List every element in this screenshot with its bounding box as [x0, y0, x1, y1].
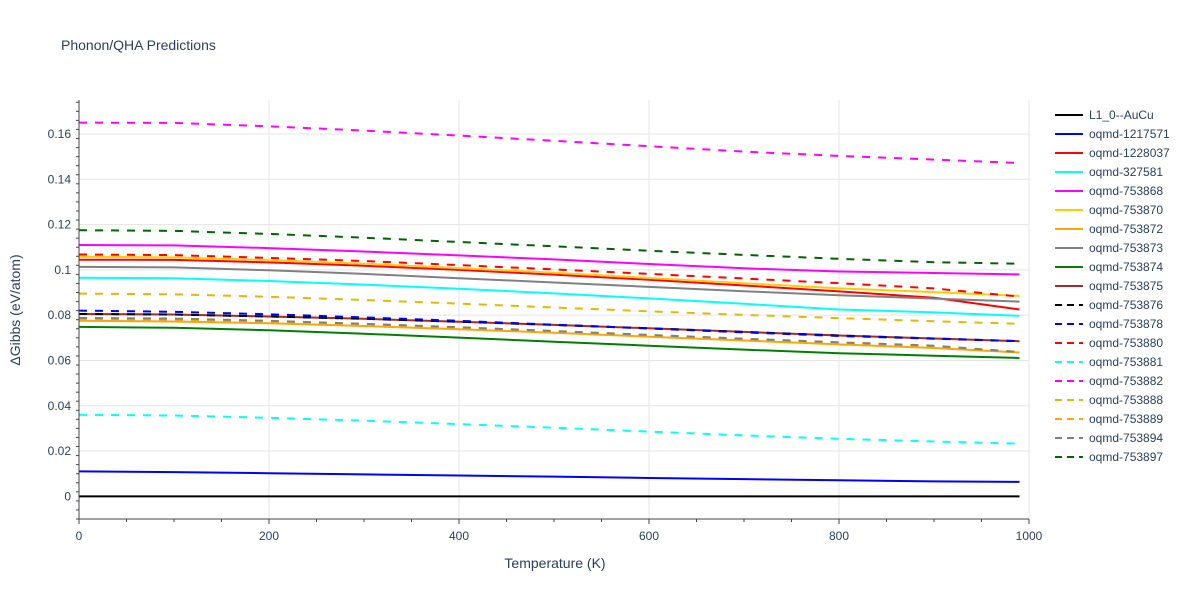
legend-label: oqmd-753889: [1089, 412, 1163, 426]
series-line-oqmd-753875: [78, 313, 1020, 343]
legend-item[interactable]: oqmd-753882: [1055, 374, 1163, 388]
legend-item[interactable]: oqmd-327581: [1055, 165, 1163, 179]
y-tick-label: 0.08: [48, 308, 72, 322]
legend-label: oqmd-753882: [1089, 374, 1163, 388]
legend-label: oqmd-753888: [1089, 393, 1163, 407]
legend-item[interactable]: oqmd-753881: [1055, 355, 1163, 369]
legend-label: oqmd-753894: [1089, 431, 1163, 445]
legend-item[interactable]: oqmd-753874: [1055, 260, 1163, 274]
legend-label: oqmd-753873: [1089, 241, 1163, 255]
legend-label: oqmd-1217571: [1089, 127, 1170, 141]
series-line-oqmd-753868: [78, 244, 1020, 276]
legend-label: oqmd-753881: [1089, 355, 1163, 369]
legend-label: oqmd-753872: [1089, 222, 1163, 236]
legend-item[interactable]: oqmd-753878: [1055, 317, 1163, 331]
series-line-oqmd-753872: [78, 319, 1020, 354]
legend-item[interactable]: oqmd-753870: [1055, 203, 1163, 217]
legend-item[interactable]: oqmd-1217571: [1055, 127, 1170, 141]
y-tick-label: 0.12: [48, 218, 72, 232]
legend-label: oqmd-753878: [1089, 317, 1163, 331]
x-axis-title: Temperature (K): [504, 555, 605, 571]
series-line-oqmd-1217571: [78, 470, 1020, 483]
legend-item[interactable]: oqmd-753897: [1055, 450, 1163, 464]
legend-item[interactable]: L1_0--AuCu: [1055, 108, 1154, 122]
y-tick-label: 0.14: [48, 172, 72, 186]
legend-label: oqmd-753868: [1089, 184, 1163, 198]
y-axis-title: ΔGibbs (eV/atom): [7, 254, 23, 365]
series-line-oqmd-327581: [78, 276, 1020, 317]
legend-label: L1_0--AuCu: [1089, 108, 1154, 122]
legend-label: oqmd-753880: [1089, 336, 1163, 350]
series-line-oqmd-753874: [78, 325, 1020, 359]
legend-label: oqmd-753870: [1089, 203, 1163, 217]
y-tick-label: 0.1: [54, 263, 71, 277]
x-tick-label: 0: [76, 529, 83, 543]
series-line-oqmd-1228037: [78, 258, 1020, 311]
x-tick-label: 200: [259, 529, 279, 543]
axes: 0 0.02 0.04 0.06 0.08 0.1 0.12 0.14 0.16 0 200 400 6…: [48, 100, 1043, 543]
y-tick-label: 0.06: [48, 353, 72, 367]
legend-label: oqmd-753875: [1089, 279, 1163, 293]
x-tick-label: 800: [829, 529, 849, 543]
y-tick-label: 0: [64, 489, 71, 503]
y-tick-label: 0.16: [48, 127, 72, 141]
x-tick-label: 600: [639, 529, 659, 543]
legend-item[interactable]: oqmd-753880: [1055, 336, 1163, 350]
legend-label: oqmd-753897: [1089, 450, 1163, 464]
x-tick-label: 1000: [1016, 529, 1043, 543]
legend-label: oqmd-327581: [1089, 165, 1163, 179]
series-line-oqmd-753873: [78, 265, 1020, 303]
legend-label: oqmd-1228037: [1089, 146, 1170, 160]
series-lines: [78, 121, 1020, 498]
legend-item[interactable]: oqmd-753872: [1055, 222, 1163, 236]
legend-item[interactable]: oqmd-753873: [1055, 241, 1163, 255]
legend-item[interactable]: oqmd-1228037: [1055, 146, 1170, 160]
chart-title: Phonon/QHA Predictions: [61, 37, 216, 53]
legend-label: oqmd-753876: [1089, 298, 1163, 312]
series-line-oqmd-753870: [78, 255, 1020, 297]
legend-item[interactable]: oqmd-753894: [1055, 431, 1163, 445]
x-tick-label: 400: [449, 529, 469, 543]
legend-item[interactable]: oqmd-753888: [1055, 393, 1163, 407]
grid-lines: [79, 100, 1030, 519]
legend-label: oqmd-753874: [1089, 260, 1163, 274]
legend: L1_0--AuCu oqmd-1217571 oqmd-1228037 oqmd-3…: [1055, 108, 1170, 464]
legend-item[interactable]: oqmd-753889: [1055, 412, 1163, 426]
legend-item[interactable]: oqmd-753875: [1055, 279, 1163, 293]
y-tick-label: 0.04: [48, 399, 72, 413]
legend-item[interactable]: oqmd-753876: [1055, 298, 1163, 312]
y-tick-label: 0.02: [48, 444, 72, 458]
legend-item[interactable]: oqmd-753868: [1055, 184, 1163, 198]
